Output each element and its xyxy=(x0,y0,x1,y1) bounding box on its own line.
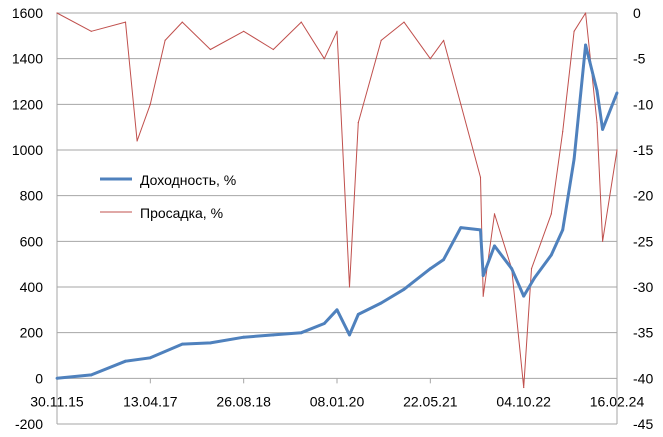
data-point-drawdown xyxy=(460,103,462,105)
y2-tick-label: -25 xyxy=(633,233,653,249)
data-point-drawdown xyxy=(585,12,587,14)
y2-tick-label: -40 xyxy=(633,370,653,386)
data-point-drawdown xyxy=(380,39,382,42)
x-tick-label: 26.08.18 xyxy=(216,393,271,409)
data-point-drawdown xyxy=(323,58,325,60)
data-point-drawdown xyxy=(602,240,604,242)
data-point-drawdown xyxy=(429,58,431,60)
y-tick-label: 1000 xyxy=(12,142,43,158)
y2-tick-label: -35 xyxy=(633,325,653,341)
y-tick-label: 1200 xyxy=(12,96,43,112)
data-point-drawdown xyxy=(136,140,138,142)
data-point-drawdown xyxy=(479,176,482,178)
data-point-drawdown xyxy=(124,21,127,23)
y-tick-label: 800 xyxy=(20,188,44,204)
y2-tick-label: -45 xyxy=(633,416,653,432)
data-point-drawdown xyxy=(596,122,598,124)
data-point-returns xyxy=(601,127,604,131)
y-tick-label: 200 xyxy=(20,325,44,341)
x-tick-label: 08.01.20 xyxy=(310,393,365,409)
x-tick-label: 13.04.17 xyxy=(123,393,178,409)
data-point-drawdown xyxy=(482,295,484,297)
x-axis: 30.11.15 13.04.17 26.08.18 08.01.20 22.05.21… xyxy=(30,378,644,409)
data-point-returns xyxy=(335,308,339,312)
data-point-drawdown xyxy=(443,39,445,42)
data-point-drawdown xyxy=(300,21,302,23)
data-point-drawdown xyxy=(90,30,92,32)
x-tick-label: 30.11.15 xyxy=(30,393,84,409)
data-point-drawdown xyxy=(562,131,564,133)
data-point-returns xyxy=(615,91,619,95)
y-tick-label: 400 xyxy=(20,279,44,295)
data-point-returns xyxy=(572,157,576,161)
data-point-drawdown xyxy=(336,30,338,32)
data-point-drawdown xyxy=(550,213,552,215)
data-point-drawdown xyxy=(493,213,496,215)
data-point-drawdown xyxy=(357,122,359,124)
y-tick-label: 0 xyxy=(35,370,43,386)
data-point-returns xyxy=(271,333,275,337)
y-tick-label: -200 xyxy=(15,416,43,432)
y2-tick-label: -5 xyxy=(633,51,646,67)
data-point-drawdown xyxy=(573,30,575,32)
data-point-drawdown xyxy=(209,48,211,51)
data-point-drawdown xyxy=(403,21,405,23)
data-point-returns xyxy=(89,373,93,377)
data-point-returns xyxy=(148,356,152,360)
data-point-returns xyxy=(356,313,360,316)
data-point-returns xyxy=(442,258,445,261)
y-tick-label: 1600 xyxy=(12,5,43,21)
y2-tick-label: -30 xyxy=(633,279,653,295)
legend: Доходность, % Просадка, % xyxy=(100,172,236,221)
y-axis-left: -200 0 200 400 600 800 1000 1200 1400 1600 xyxy=(12,5,43,432)
data-point-drawdown xyxy=(149,103,151,105)
data-point-returns xyxy=(561,228,565,232)
y2-tick-label: -20 xyxy=(633,188,653,204)
data-point-returns xyxy=(522,294,526,298)
data-point-drawdown xyxy=(530,268,533,270)
data-point-returns xyxy=(533,276,536,280)
data-point-returns xyxy=(55,376,59,380)
data-point-returns xyxy=(180,342,184,346)
data-point-returns xyxy=(459,226,463,230)
data-point-drawdown xyxy=(616,149,618,151)
series-line-drawdown xyxy=(56,12,618,388)
data-point-drawdown xyxy=(272,48,274,51)
data-point-returns xyxy=(479,228,482,232)
data-point-returns xyxy=(481,274,485,277)
data-point-returns xyxy=(595,89,599,92)
x-tick-label: 22.05.21 xyxy=(403,393,458,409)
data-point-returns xyxy=(242,335,246,339)
data-point-returns xyxy=(584,43,587,47)
data-point-returns xyxy=(549,253,553,257)
legend-label-returns: Доходность, % xyxy=(140,172,236,188)
data-point-drawdown xyxy=(164,39,166,42)
y-tick-label: 600 xyxy=(20,233,44,249)
y2-tick-label: -15 xyxy=(633,142,653,158)
data-point-returns xyxy=(299,331,303,335)
data-point-returns xyxy=(379,301,383,305)
y-axis-right: -45 -40 -35 -30 -25 -20 -15 -10 -5 0 xyxy=(633,5,653,432)
y2-tick-label: -10 xyxy=(633,96,653,112)
data-point-returns xyxy=(322,322,326,325)
data-point-drawdown xyxy=(523,386,525,389)
x-tick-label: 16.02.24 xyxy=(590,393,645,409)
data-point-returns xyxy=(209,341,212,345)
legend-label-drawdown: Просадка, % xyxy=(140,205,223,221)
data-point-drawdown xyxy=(181,21,183,23)
data-point-returns xyxy=(402,287,406,291)
data-point-returns xyxy=(428,267,432,271)
y-tick-label: 1400 xyxy=(12,51,43,67)
series-layer xyxy=(55,12,619,389)
data-point-drawdown xyxy=(56,12,58,14)
data-point-returns xyxy=(510,267,514,271)
data-point-drawdown xyxy=(348,286,351,288)
data-point-returns xyxy=(348,333,351,337)
y2-tick-label: 0 xyxy=(633,5,641,21)
x-tick-label: 04.10.22 xyxy=(496,393,551,409)
data-point-returns xyxy=(493,244,496,248)
data-point-returns xyxy=(124,359,127,363)
data-point-drawdown xyxy=(243,30,245,32)
